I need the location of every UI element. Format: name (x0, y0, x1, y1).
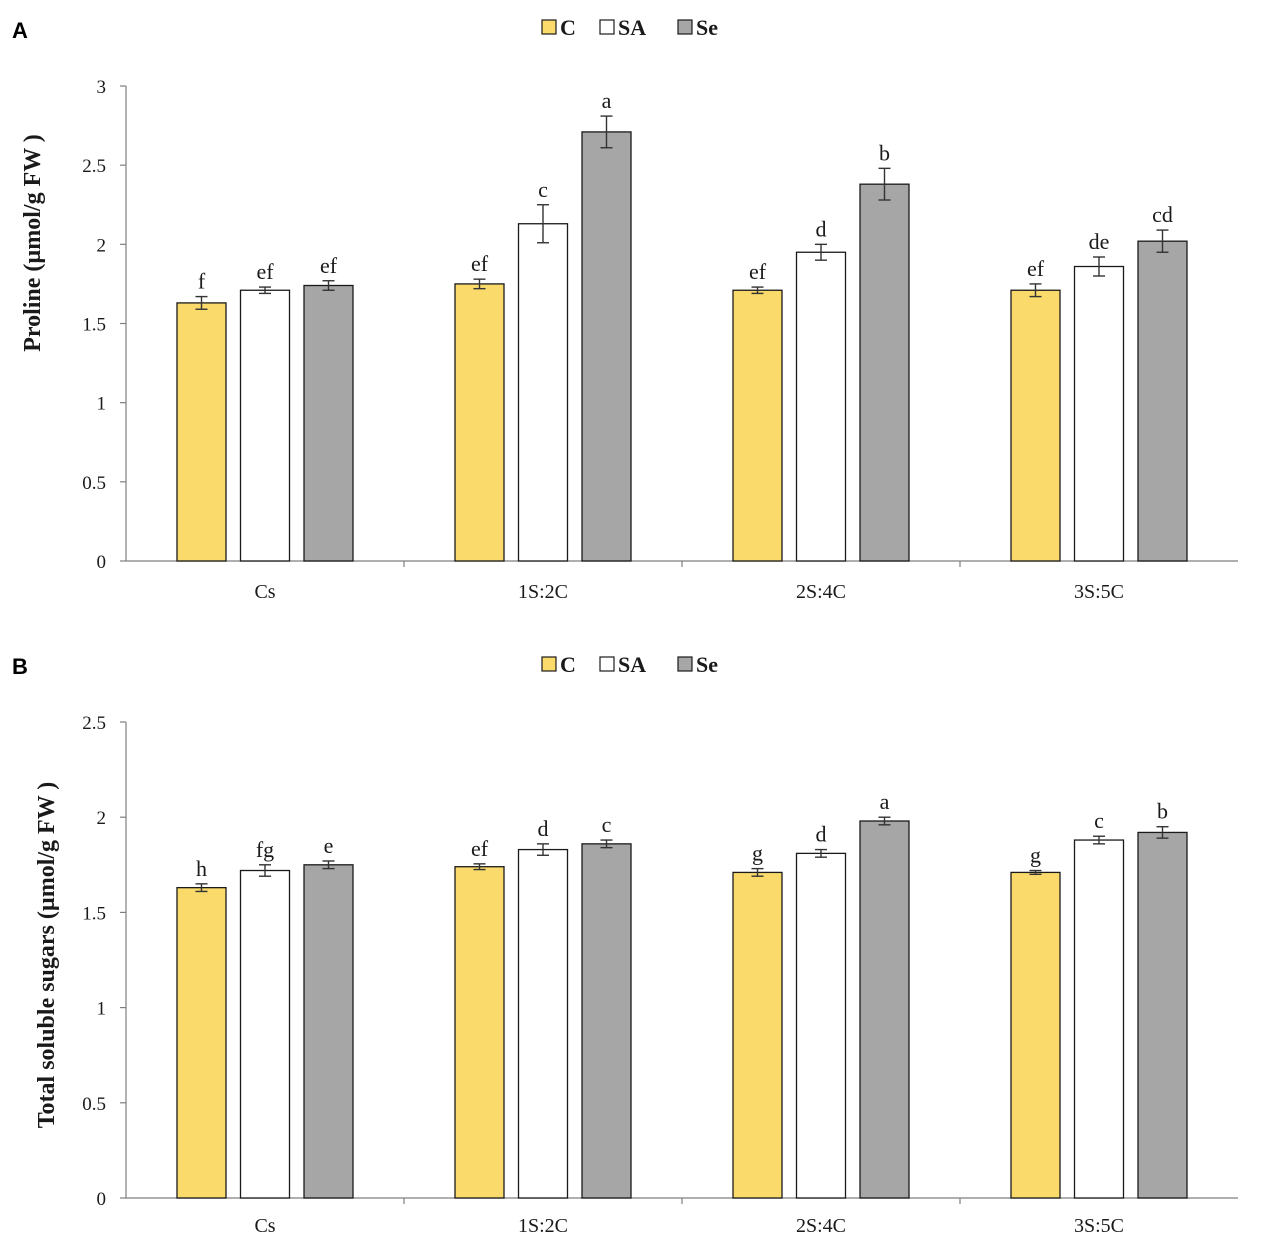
panel-b-legend-label-c: C (560, 652, 576, 677)
panel-b-bar-c (454, 866, 505, 1199)
panel-a-category-label: Cs (254, 581, 275, 603)
panel-b-legend-label-sa: SA (618, 652, 646, 677)
panel-b-significance-letter: h (196, 856, 207, 881)
panel-b-bar-c (176, 886, 227, 1199)
panel-b-bar-se (303, 864, 354, 1199)
panel-b: B C SA Se Total soluble sugars (µmol/g FW … (12, 652, 1238, 1237)
panel-a-significance-letter: ef (749, 259, 767, 284)
panel-a-category-label: 1S:2C (518, 581, 568, 603)
panel-b-category-label: Cs (254, 1215, 275, 1237)
panel-b-significance-letter: g (1030, 843, 1041, 868)
panel-b-significance-letter: c (1094, 808, 1104, 833)
panel-a-plot: 0 0.5 1 1.5 2 2.5 3 Cs f ef ef 1S:2C ef c a 2S:4C ef d b 3S… (82, 77, 1238, 603)
panel-b-y-tick-label: 2 (97, 808, 107, 829)
panel-a-y-axis-label: Proline (µmol/g FW ) (20, 134, 46, 352)
panel-a-bar-se (303, 284, 354, 562)
panel-a-bar-sa (239, 289, 291, 562)
panel-a-bar-c (176, 302, 227, 562)
panel-a-category-label: 3S:5C (1074, 581, 1124, 603)
panel-a-legend-label-se: Se (696, 15, 718, 40)
panel-b-category-label: 1S:2C (518, 1215, 568, 1237)
panel-b-significance-letter: a (880, 789, 890, 814)
panel-a-significance-letter: d (816, 216, 827, 241)
panel-a-y-tick-label: 0 (97, 552, 107, 573)
panel-a-letter: A (12, 18, 28, 43)
panel-a-category-label: 2S:4C (796, 581, 846, 603)
panel-a-legend: C SA Se (541, 15, 718, 40)
panel-b-legend-label-se: Se (696, 652, 718, 677)
panel-b-y-tick-label: 2.5 (82, 713, 106, 734)
panel-b-bar-sa (1073, 839, 1125, 1199)
panel-b-letter: B (12, 654, 28, 679)
panel-a-legend-swatch-se (677, 19, 693, 35)
panel-b-legend-swatch-c (541, 656, 557, 672)
panel-b-legend-swatch-sa (599, 656, 615, 672)
panel-b-y-tick-label: 1.5 (82, 903, 106, 924)
panel-a-bar-c (732, 289, 783, 562)
panel-a-y-tick-label: 2 (97, 235, 107, 256)
panel-b-significance-letter: ef (471, 836, 489, 861)
panel-a-significance-letter: ef (471, 251, 489, 276)
panel-a-significance-letter: ef (1027, 256, 1045, 281)
panel-a-bar-sa (1073, 265, 1125, 562)
panel-a-y-tick-label: 2.5 (82, 156, 106, 177)
panel-b-y-tick-label: 0 (97, 1189, 107, 1210)
panel-b-y-axis-label: Total soluble sugars (µmol/g FW ) (34, 782, 60, 1129)
panel-a-bar-sa (795, 251, 847, 562)
panel-b-category-label: 3S:5C (1074, 1215, 1124, 1237)
panel-b-legend-swatch-se (677, 656, 693, 672)
panel-b-significance-letter: c (602, 812, 612, 837)
panel-a-bar-c (1010, 289, 1061, 562)
panel-b-significance-letter: d (816, 822, 827, 847)
panel-b-bar-sa (517, 848, 569, 1199)
panel-a-y-tick-label: 3 (97, 77, 107, 98)
panel-b-bar-sa (239, 869, 291, 1199)
panel-a-legend-swatch-sa (599, 19, 615, 35)
panel-a-legend-label-c: C (560, 15, 576, 40)
panel-b-significance-letter: b (1157, 799, 1168, 824)
panel-a-legend-swatch-c (541, 19, 557, 35)
panel-b-plot: 0 0.5 1 1.5 2 2.5 Cs h fg e 1S:2C ef d c 2S:4C g d a 3S:5C… (82, 713, 1238, 1237)
panel-a-significance-letter: f (198, 269, 206, 294)
panel-b-bar-se (859, 820, 910, 1199)
panel-a-y-tick-label: 1.5 (82, 315, 106, 336)
panel-a-significance-letter: a (602, 88, 612, 113)
panel-b-bar-se (1137, 831, 1188, 1199)
panel-b-significance-letter: g (752, 841, 763, 866)
panel-a-significance-letter: b (879, 140, 890, 165)
panel-b-legend: C SA Se (541, 652, 718, 677)
panel-b-bar-se (581, 843, 632, 1199)
panel-a-significance-letter: ef (256, 259, 274, 284)
panel-b-bar-c (732, 871, 783, 1199)
panel-a-bar-se (1137, 240, 1188, 562)
panel-a-significance-letter: ef (320, 253, 338, 278)
panel-a-significance-letter: de (1089, 229, 1110, 254)
panel-b-y-tick-label: 0.5 (82, 1094, 106, 1115)
panel-a-y-tick-label: 0.5 (82, 473, 106, 494)
panel-b-significance-letter: d (538, 816, 549, 841)
panel-b-bar-c (1010, 871, 1061, 1199)
panel-a-legend-label-sa: SA (618, 15, 646, 40)
panel-b-significance-letter: e (324, 833, 334, 858)
panel-a-bar-se (859, 183, 910, 562)
panel-a-significance-letter: cd (1152, 202, 1173, 227)
panel-a-bar-c (454, 283, 505, 562)
panel-b-y-tick-label: 1 (97, 999, 107, 1020)
panel-a-bar-se (581, 131, 632, 562)
panel-a-bar-sa (517, 223, 569, 562)
panel-a-y-tick-label: 1 (97, 394, 107, 415)
panel-b-bar-sa (795, 852, 847, 1199)
panel-a-significance-letter: c (538, 177, 548, 202)
panel-b-significance-letter: fg (256, 837, 274, 862)
panel-a: A C SA Se Proline (µmol/g FW ) 0 0.5 1 1.5 2 2.… (12, 15, 1238, 603)
panel-b-category-label: 2S:4C (796, 1215, 846, 1237)
